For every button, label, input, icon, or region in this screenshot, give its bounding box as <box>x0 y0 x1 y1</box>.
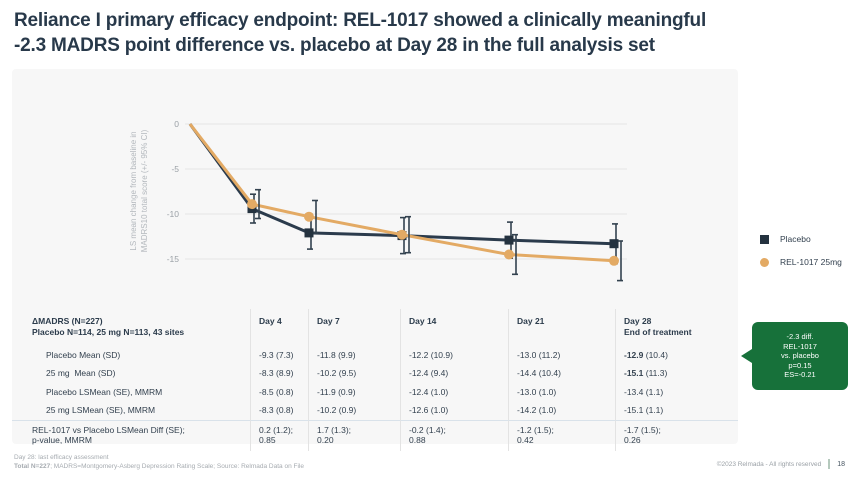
table-cell: -8.5 (0.8) <box>250 383 308 402</box>
footnote-line1: Day 28: last efficacy assessment <box>14 454 109 461</box>
table-cell: -14.2 (1.0) <box>508 401 615 420</box>
y-tick-label: -5 <box>171 164 179 174</box>
y-tick-label: -15 <box>167 254 180 264</box>
table-cell: -12.2 (10.9) <box>400 346 508 365</box>
table-cell: -0.2 (1.4); 0.88 <box>400 420 508 451</box>
table-row-label: REL-1017 vs Placebo LSMean Diff (SE); p-v… <box>12 420 250 451</box>
y-tick-label: -10 <box>167 209 180 219</box>
rel1017-marker <box>304 211 314 222</box>
placebo-square-icon <box>760 234 769 244</box>
table-header-day-7: Day 7 <box>308 309 400 346</box>
error-bar-rel1017 <box>255 188 261 220</box>
table-cell: -1.2 (1.5); 0.42 <box>508 420 615 451</box>
page-number: 18 <box>837 460 845 468</box>
table-cell: -11.9 (0.9) <box>308 383 400 402</box>
footnote-line2: Total N=227; MADRS=Montgomery-Asberg Dep… <box>14 463 304 472</box>
chart-legend: Placebo REL-1017 25mg <box>760 234 842 280</box>
y-axis-label-line1: LS mean change from baseline in <box>129 131 138 250</box>
table-cell: -15.1 (1.1) <box>615 401 738 420</box>
series-line-placebo <box>188 123 615 246</box>
footnote-line2-rest: ; MADRS=Montgomery-Asberg Depression Rat… <box>50 462 304 470</box>
page-divider <box>828 459 831 469</box>
table-header-row: ΔMADRS (N=227) Placebo N=114, 25 mg N=113… <box>12 309 738 346</box>
table-cell: -10.2 (9.5) <box>308 364 400 383</box>
table-cell: -15.1 (11.3) <box>615 364 738 383</box>
table-cell: -13.4 (1.1) <box>615 383 738 402</box>
callout-line-diff: -2.3 diff. <box>786 332 814 342</box>
callout-line-pvalue: p=0.15 <box>788 360 812 370</box>
error-bar-rel1017 <box>405 215 411 254</box>
slide-title: Reliance I primary efficacy endpoint: RE… <box>14 8 850 58</box>
footnotes: Day 28: last efficacy assessment Total N… <box>14 454 304 471</box>
series-line-rel1017 <box>188 123 615 263</box>
placebo-marker <box>504 235 514 245</box>
table-cell: -12.9 (10.4) <box>615 346 738 365</box>
y-axis-label-line2: MADRS10 total score (+/- 95% CI) <box>140 129 149 252</box>
table-cell: -13.0 (11.2) <box>508 346 615 365</box>
error-bar-rel1017 <box>512 233 518 276</box>
table-cell: -11.8 (9.9) <box>308 346 400 365</box>
table-header-day-4: Day 4 <box>250 309 308 346</box>
rel1017-marker <box>609 255 619 266</box>
placebo-marker <box>609 239 619 249</box>
table-cell: -12.6 (1.0) <box>400 401 508 420</box>
rel1017-marker <box>504 249 514 260</box>
table-row: 25 mg LSMean (SE), MMRM -8.3 (0.8) -10.2 (… <box>12 401 738 420</box>
slide-title-line2: -2.3 MADRS point difference vs. placebo … <box>14 35 655 56</box>
table-cell: 0.2 (1.2); 0.85 <box>250 420 308 451</box>
placebo-marker <box>304 228 314 238</box>
table-row: Placebo LSMean (SE), MMRM -8.5 (0.8) -11.9… <box>12 383 738 402</box>
callout-line-vs: vs. placebo <box>781 351 819 361</box>
table-cell: -14.4 (10.4) <box>508 364 615 383</box>
callout-line-drug: REL-1017 <box>783 341 817 351</box>
table-row: REL-1017 vs Placebo LSMean Diff (SE); p-v… <box>12 420 738 451</box>
legend-item-rel1017: REL-1017 25mg <box>760 257 842 267</box>
legend-label-placebo: Placebo <box>780 234 811 244</box>
slide-title-line1: Reliance I primary efficacy endpoint: RE… <box>14 10 707 31</box>
table-cell: -8.3 (8.9) <box>250 364 308 383</box>
callout-line-effectsize: ES=-0.21 <box>784 370 816 380</box>
callout-arrow-icon <box>741 349 752 363</box>
table-header-label: ΔMADRS (N=227) Placebo N=114, 25 mg N=113… <box>32 316 185 337</box>
legend-label-rel1017: REL-1017 25mg <box>780 257 842 267</box>
table-row: Placebo Mean (SD) -9.3 (7.3) -11.8 (9.9) -1… <box>12 346 738 365</box>
madrs-stats-table: ΔMADRS (N=227) Placebo N=114, 25 mg N=113… <box>12 309 738 451</box>
table-row-label: 25 mg LSMean (SE), MMRM <box>46 405 156 415</box>
table-row-label: 25 mg Mean (SD) <box>46 368 116 378</box>
table-cell: -10.2 (0.9) <box>308 401 400 420</box>
table-header-day-21: Day 21 <box>508 309 615 346</box>
table-cell: 1.7 (1.3); 0.20 <box>308 420 400 451</box>
y-tick-label: 0 <box>174 119 179 129</box>
rel1017-marker <box>397 229 407 240</box>
chart-table-panel: 0 -5 -10 -15 LS mean change from baseline in… <box>12 69 738 451</box>
table-row-label: Placebo Mean (SD) <box>46 349 121 360</box>
table-header-day-14: Day 14 <box>400 309 508 346</box>
table-cell: -8.3 (0.8) <box>250 401 308 420</box>
table-row: 25 mg Mean (SD) -8.3 (8.9) -10.2 (9.5) -12.… <box>12 364 738 383</box>
footnote-total-n: Total N=227 <box>14 462 51 470</box>
footer-right: ©2023 Relmada - All rights reserved 18 <box>717 459 845 469</box>
table-header-day-28: Day 28 End of treatment <box>615 309 738 346</box>
table-cell: -12.4 (1.0) <box>400 383 508 402</box>
table-cell: -9.3 (7.3) <box>250 346 308 365</box>
legend-item-placebo: Placebo <box>760 234 842 244</box>
table-cell: -13.0 (1.0) <box>508 383 615 402</box>
table-cell: -12.4 (9.4) <box>400 364 508 383</box>
rel1017-marker <box>247 199 257 210</box>
diff-callout: -2.3 diff. REL-1017 vs. placebo p=0.15 E… <box>741 322 848 390</box>
copyright-text: ©2023 Relmada - All rights reserved <box>716 460 822 468</box>
madrs-line-chart: 0 -5 -10 -15 LS mean change from baseline in… <box>129 119 627 282</box>
rel1017-circle-icon <box>760 257 769 267</box>
table-cell: -1.7 (1.5); 0.26 <box>615 420 738 451</box>
table-row-label: Placebo LSMean (SE), MMRM <box>46 386 163 397</box>
